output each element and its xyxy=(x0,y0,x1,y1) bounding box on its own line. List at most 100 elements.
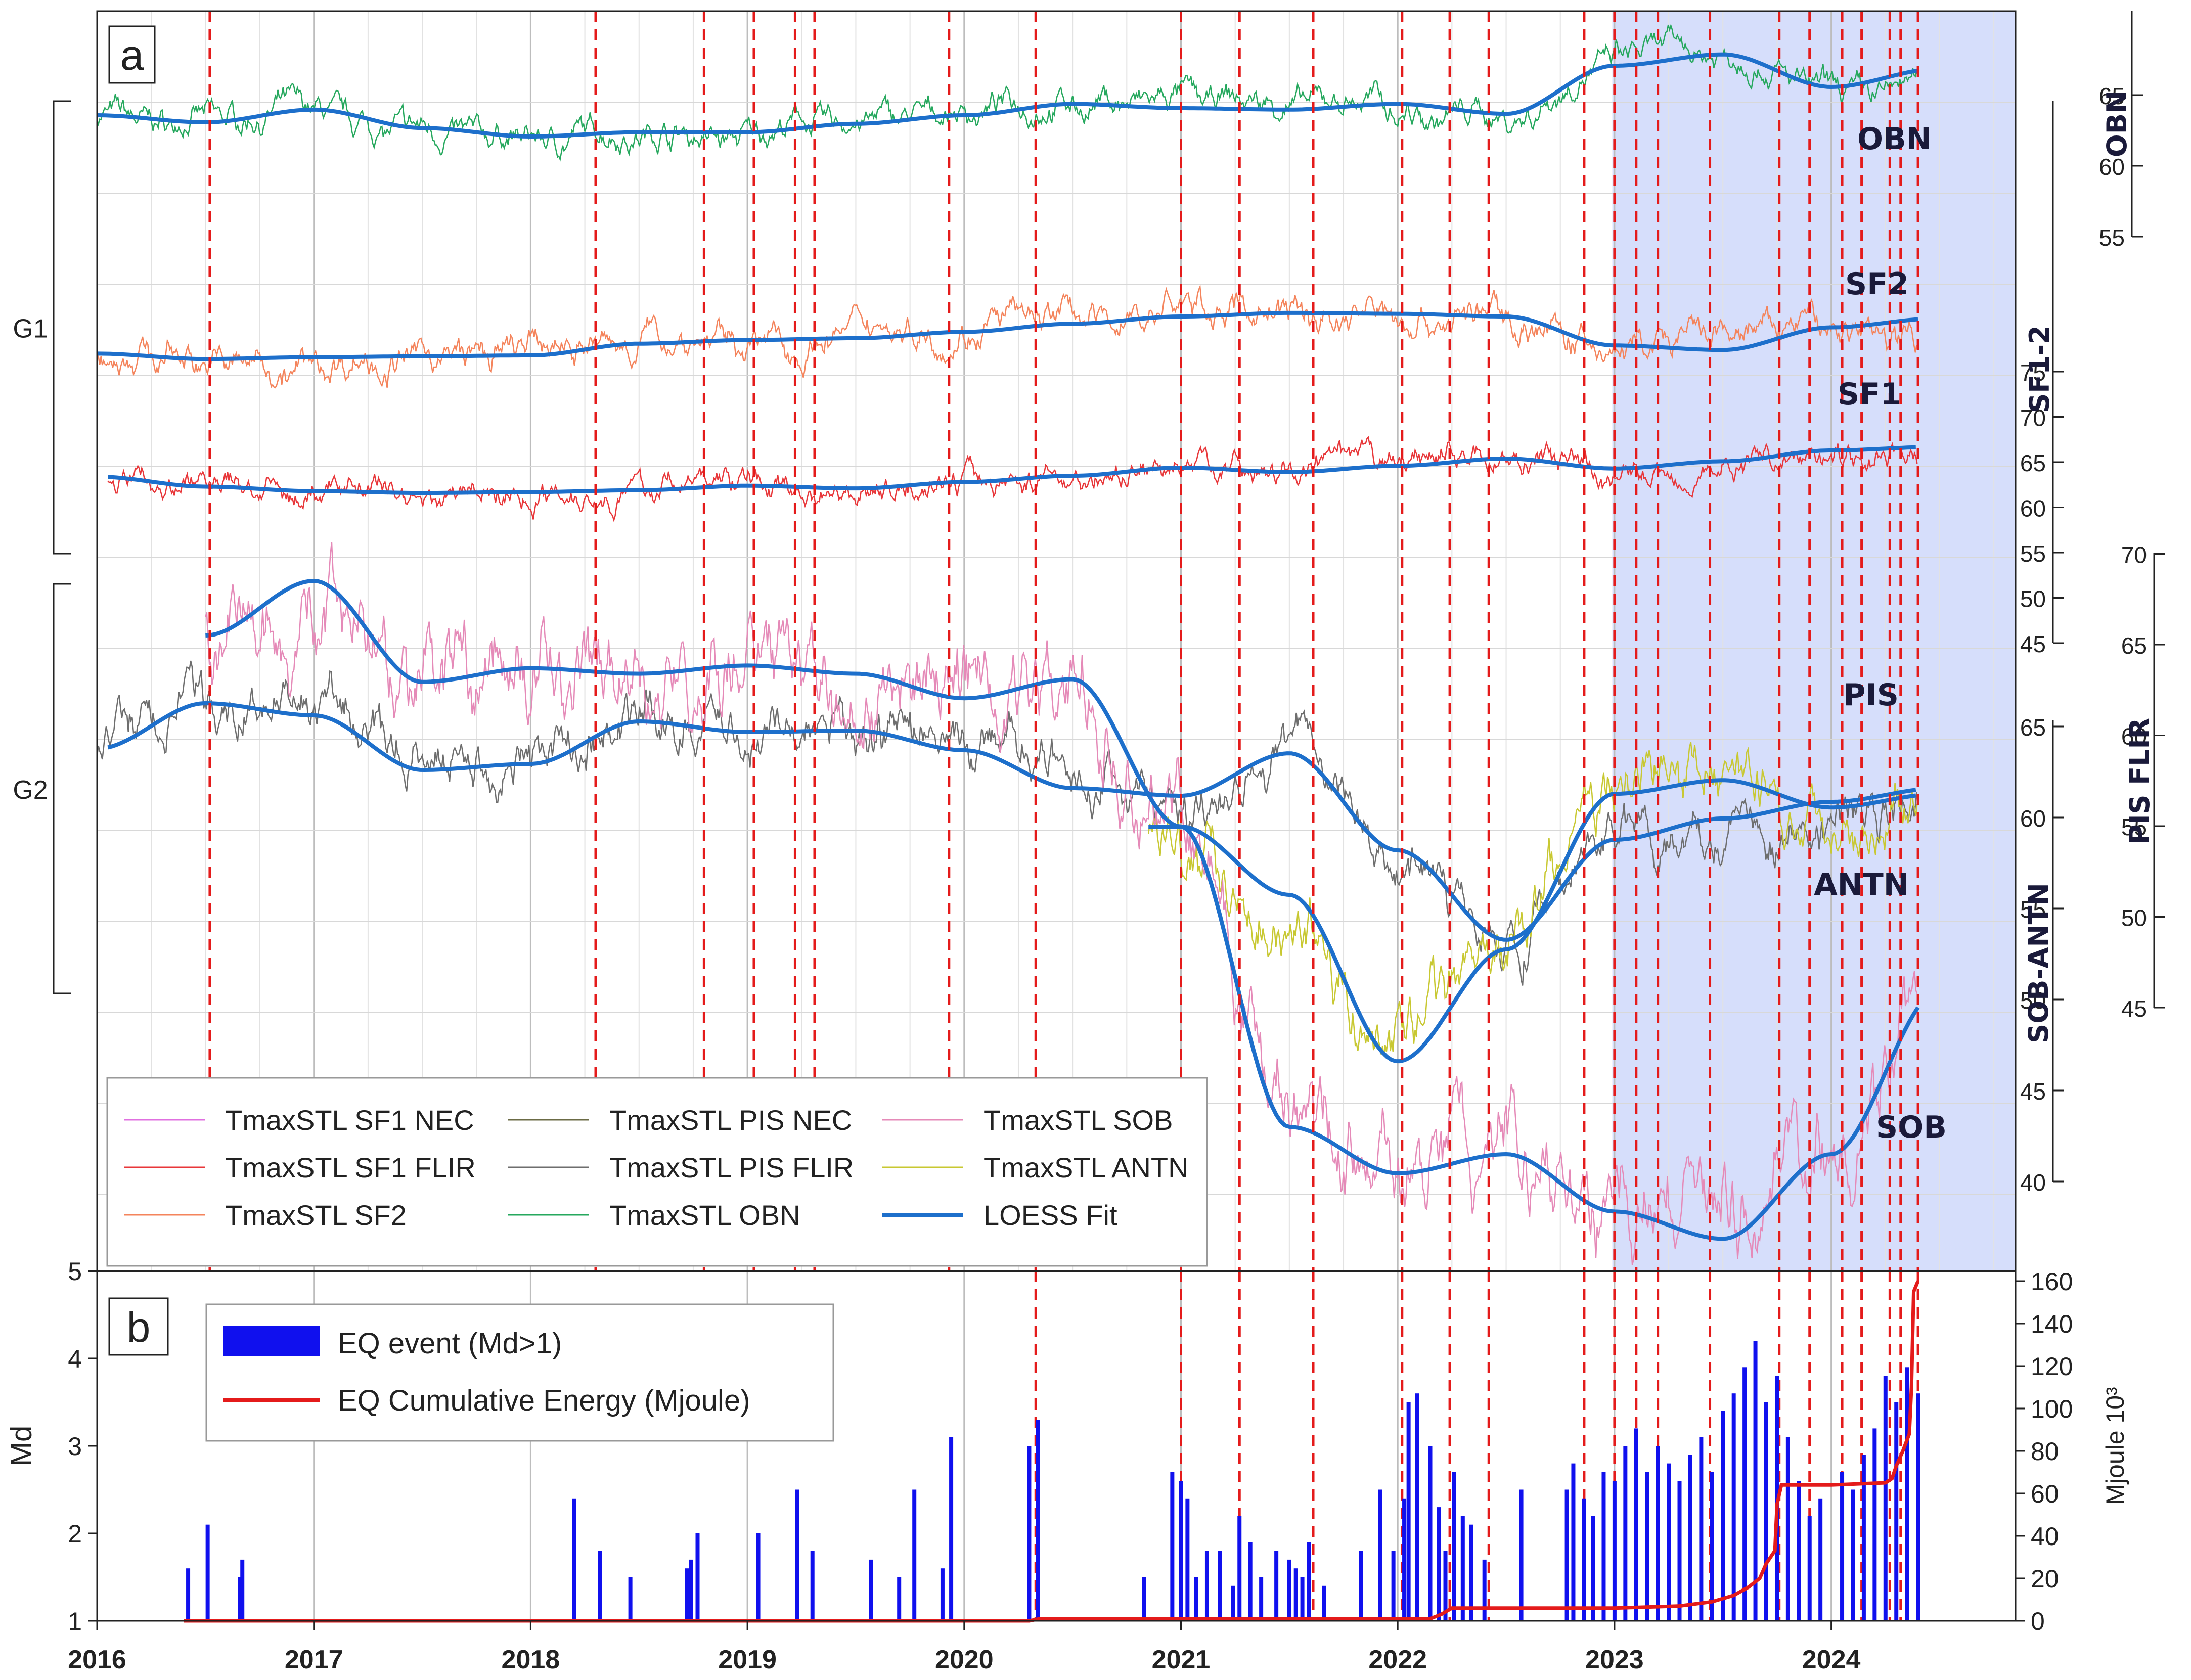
series-label-sf1: SF1 xyxy=(1838,377,1901,412)
legend-b-box xyxy=(205,1303,834,1442)
eq-bar xyxy=(1437,1507,1441,1621)
shaded-period xyxy=(1612,11,2016,1271)
panel-label-b-box xyxy=(108,1297,169,1356)
md-tick-label: 4 xyxy=(68,1345,82,1373)
eq-bar xyxy=(897,1577,902,1621)
right-axis-tick-label: 50 xyxy=(2020,586,2046,612)
x-tick-label: 2023 xyxy=(1585,1645,1644,1674)
eq-bar xyxy=(1677,1481,1682,1621)
right-axes: 556065OBN45505560657075SF1-2455055606570… xyxy=(2020,11,2165,1196)
eq-bar xyxy=(628,1577,633,1621)
series-label-pis: PIS xyxy=(1843,677,1899,713)
energy-tick-label: 120 xyxy=(2031,1352,2073,1381)
eq-bar xyxy=(1894,1402,1899,1621)
legend-label: TmaxSTL SF2 xyxy=(225,1199,407,1231)
right-axis-tick-label: 60 xyxy=(2020,495,2046,522)
eq-bar xyxy=(1656,1446,1660,1621)
loess-antn xyxy=(1148,778,1916,1064)
panel-b: 1 2 3 4 5 Md 0 20 40 60 80 100 120 140 160 Mjoule 10³ E… xyxy=(5,1257,2129,1636)
eq-bar xyxy=(1237,1516,1242,1621)
right-axis-tick-label: 60 xyxy=(2020,805,2046,832)
right-axis-tick-label: 45 xyxy=(2020,631,2046,657)
eq-bar xyxy=(572,1498,576,1621)
eq-bar xyxy=(1179,1481,1183,1621)
panel-b-axes: 1 2 3 4 5 Md 0 20 40 60 80 100 120 140 160 Mjoule 10³ xyxy=(5,1257,2129,1636)
eq-bar xyxy=(1259,1577,1264,1621)
eq-bar xyxy=(685,1568,689,1621)
eq-bar xyxy=(1452,1472,1456,1621)
eq-bar xyxy=(1710,1472,1714,1621)
loess-sob xyxy=(205,579,1920,1241)
eq-bar xyxy=(1623,1446,1628,1621)
legend-label: TmaxSTL PIS FLIR xyxy=(609,1152,854,1184)
eq-bar xyxy=(1378,1489,1382,1621)
right-axis-tick-label: 65 xyxy=(2099,83,2125,109)
cumulative-energy-line xyxy=(184,1280,1920,1623)
eq-bar xyxy=(1322,1585,1326,1621)
eq-bar xyxy=(1883,1376,1888,1621)
eq-bar xyxy=(689,1559,693,1621)
eq-bar xyxy=(1582,1498,1586,1621)
eq-bar xyxy=(1185,1498,1190,1621)
energy-tick-label: 0 xyxy=(2031,1607,2045,1636)
eq-bar xyxy=(1359,1551,1363,1621)
eq-bar xyxy=(1645,1472,1649,1621)
right-axis-title-2: PIS FLIR xyxy=(2124,718,2156,844)
x-tick-label: 2024 xyxy=(1802,1645,1861,1674)
eq-bar xyxy=(1036,1420,1040,1621)
eq-bar xyxy=(1634,1428,1638,1621)
eq-bar xyxy=(1571,1463,1576,1621)
right-axis-tick-label: 55 xyxy=(2099,224,2125,251)
energy-tick-label: 100 xyxy=(2031,1395,2073,1423)
group-bracket-1 xyxy=(53,100,71,555)
eq-bar xyxy=(1402,1498,1407,1621)
eq-bar xyxy=(1818,1498,1823,1621)
energy-tick-label: 80 xyxy=(2031,1437,2059,1466)
x-tick-label: 2021 xyxy=(1152,1645,1211,1674)
eq-bar xyxy=(1274,1551,1279,1621)
right-axis-title-1: SF1-2 xyxy=(2024,325,2055,413)
right-axis-title-3: SOB-ANTN xyxy=(2023,883,2054,1043)
panel-label-a: a xyxy=(120,31,144,79)
group-label-1: G1 xyxy=(13,314,48,344)
legend-label: LOESS Fit xyxy=(983,1199,1117,1231)
eq-bar xyxy=(1415,1393,1419,1621)
series-labels: OBN SF2 SF1 PIS ANTN SOB xyxy=(1814,121,1947,1145)
md-tick-label: 1 xyxy=(68,1607,82,1636)
eq-bar xyxy=(1231,1585,1235,1621)
right-axis-tick-label: 65 xyxy=(2020,714,2046,741)
eq-bar xyxy=(1204,1551,1209,1621)
series-label-obn: OBN xyxy=(1857,121,1932,157)
eq-bar xyxy=(1721,1411,1725,1621)
eq-bar xyxy=(238,1577,242,1621)
eq-bar xyxy=(1753,1341,1758,1621)
legend-label: TmaxSTL SF1 FLIR xyxy=(225,1152,476,1184)
eq-bar xyxy=(1742,1367,1747,1621)
right-axis-tick-label: 45 xyxy=(2121,995,2147,1022)
event-lines-a xyxy=(208,11,1919,1271)
eq-bar xyxy=(1785,1437,1790,1621)
legend-cum-energy-label: EQ Cumulative Energy (Mjoule) xyxy=(338,1384,750,1417)
legend-label: TmaxSTL SF1 NEC xyxy=(225,1104,474,1136)
eq-bar xyxy=(1142,1577,1146,1621)
x-tick-label: 2016 xyxy=(68,1645,126,1674)
energy-tick-label: 60 xyxy=(2031,1480,2059,1508)
eq-bar xyxy=(1861,1455,1866,1621)
panel-label-b: b xyxy=(127,1303,151,1351)
eq-bar xyxy=(912,1489,917,1621)
legend-label: TmaxSTL OBN xyxy=(609,1199,800,1231)
energy-tick-label: 160 xyxy=(2031,1267,2073,1296)
x-tick-label: 2022 xyxy=(1368,1645,1427,1674)
legend-eq-event-label: EQ event (Md>1) xyxy=(338,1327,562,1360)
x-tick-label: 2020 xyxy=(935,1645,994,1674)
right-axis-tick-label: 65 xyxy=(2020,450,2046,476)
eq-bar xyxy=(1688,1455,1692,1621)
group-bracket-2 xyxy=(53,583,71,994)
eq-bar xyxy=(1406,1402,1411,1621)
eq-bar xyxy=(795,1489,799,1621)
right-axis-tick-label: 60 xyxy=(2099,154,2125,180)
eq-bar xyxy=(1293,1568,1298,1621)
eq-bar xyxy=(756,1533,761,1621)
